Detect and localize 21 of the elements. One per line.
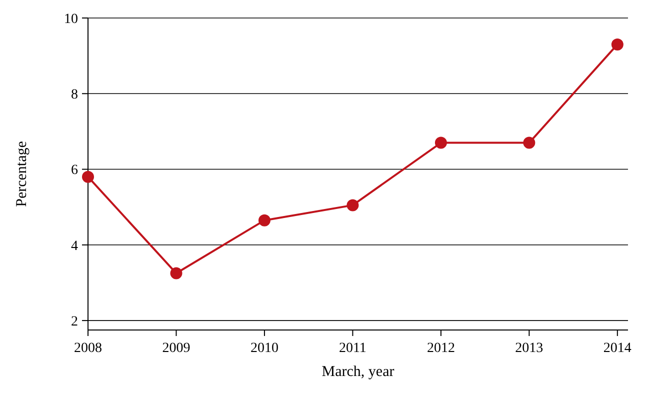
point — [346, 199, 359, 212]
point — [611, 38, 624, 50]
point — [170, 267, 182, 280]
x-tick-label: 2008 — [74, 341, 102, 356]
point — [258, 214, 270, 226]
y-tick-label: 10 — [64, 12, 78, 27]
point — [82, 170, 94, 183]
x-tick-label: 2013 — [515, 341, 544, 356]
x-tick-label: 2012 — [426, 341, 455, 356]
y-axis-title: Percentage — [14, 140, 30, 207]
point — [523, 136, 536, 149]
x-axis-title: March, year — [322, 364, 394, 380]
x-tick-label: 2010 — [250, 341, 278, 356]
x-tick-label: 2009 — [162, 341, 190, 356]
y-tick-label: 8 — [71, 88, 78, 103]
y-tick-label: 6 — [71, 163, 78, 178]
y-tick-label: 2 — [71, 314, 78, 330]
x-tick-label: 2011 — [338, 341, 366, 356]
y-tick-label: 4 — [71, 238, 78, 254]
x-tick-label: 2014 — [603, 341, 632, 356]
point — [434, 136, 447, 149]
